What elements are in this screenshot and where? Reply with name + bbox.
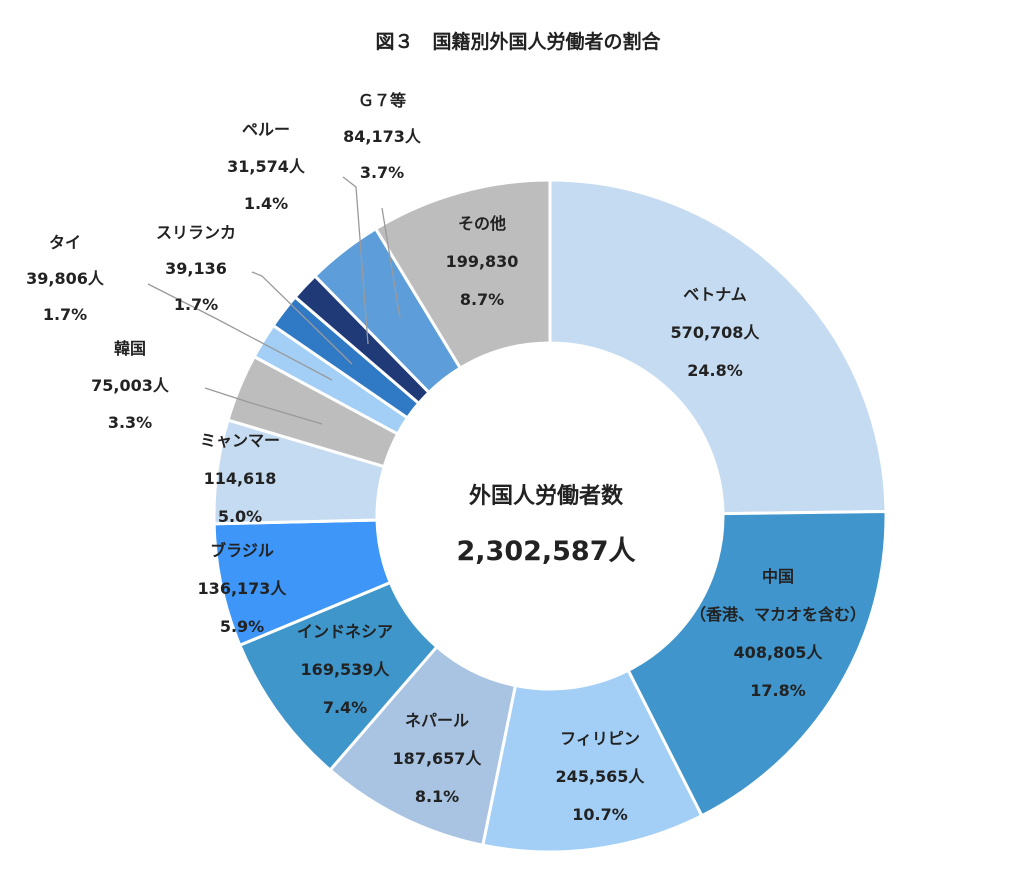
slice-label-12: その他 199,830 8.7% xyxy=(446,214,519,309)
slice-label-11: Ｇ７等 84,173人 3.7% xyxy=(343,91,422,182)
slice-percent: 5.9% xyxy=(220,617,264,636)
leader-lines-group xyxy=(147,176,401,425)
slice-label-3: ネパール 187,657人 8.1% xyxy=(393,711,483,806)
slice-label-4: インドネシア 169,539人 7.4% xyxy=(297,622,393,717)
slice-12 xyxy=(373,178,552,371)
slice-1 xyxy=(626,509,888,818)
slice-label-1: 中国 （香港、マカオを含む） 408,805人 17.8% xyxy=(690,567,866,700)
slice-label-5: ブラジル 136,173人 5.9% xyxy=(198,541,288,636)
slice-value: 136,173人 xyxy=(198,579,288,598)
slice-value: 199,830 xyxy=(446,252,519,271)
slice-0 xyxy=(548,178,888,516)
slice-name: ペルー xyxy=(242,120,290,139)
slice-label-8: タイ 39,806人 1.7% xyxy=(26,233,105,324)
slice-value: 114,618 xyxy=(204,469,277,488)
leader-line-9 xyxy=(251,271,353,365)
slice-percent: 1.7% xyxy=(174,295,218,314)
labels-group: ベトナム 570,708人 24.8% 中国 （香港、マカオを含む） 408,805人 17… xyxy=(26,91,866,824)
slice-value: 245,565人 xyxy=(556,767,646,786)
slice-label-0: ベトナム 570,708人 24.8% xyxy=(671,285,761,380)
slice-name: ブラジル xyxy=(210,541,274,560)
slice-name: ネパール xyxy=(405,711,469,730)
slice-name: インドネシア xyxy=(297,622,393,641)
slice-value: 187,657人 xyxy=(393,749,483,768)
slice-name: フィリピン xyxy=(560,729,640,748)
leader-line-7 xyxy=(204,387,323,425)
slice-percent: 17.8% xyxy=(750,681,806,700)
slice-percent: 1.7% xyxy=(43,305,87,324)
leader-line-11 xyxy=(381,207,401,319)
slice-subname: （香港、マカオを含む） xyxy=(690,605,866,624)
slice-percent: 1.4% xyxy=(244,194,288,213)
slice-percent: 24.8% xyxy=(687,361,743,380)
center-label: 外国人労働者数 xyxy=(469,483,624,509)
slice-name: ベトナム xyxy=(683,285,747,304)
slice-label-9: スリランカ 39,136 1.7% xyxy=(156,223,236,314)
slice-name: スリランカ xyxy=(156,223,236,242)
slice-name: ミャンマー xyxy=(200,431,280,450)
slice-value: 39,806人 xyxy=(26,269,105,288)
slice-percent: 3.3% xyxy=(108,413,152,432)
slice-label-6: ミャンマー 114,618 5.0% xyxy=(200,431,280,526)
slice-percent: 8.1% xyxy=(415,787,459,806)
slice-percent: 8.7% xyxy=(460,290,504,309)
slice-label-7: 韓国 75,003人 3.3% xyxy=(91,339,170,432)
slice-name: 中国 xyxy=(762,567,794,586)
slice-percent: 10.7% xyxy=(572,805,628,824)
slice-percent: 7.4% xyxy=(323,698,367,717)
slice-value: 39,136 xyxy=(165,259,227,278)
slice-name: Ｇ７等 xyxy=(358,91,406,110)
slice-value: 31,574人 xyxy=(227,157,306,176)
chart-title: 図３ 国籍別外国人労働者の割合 xyxy=(375,30,661,53)
slice-percent: 3.7% xyxy=(360,163,404,182)
slices-group xyxy=(212,178,888,854)
slice-value: 408,805人 xyxy=(734,643,824,662)
slice-value: 75,003人 xyxy=(91,376,170,395)
slice-name: 韓国 xyxy=(114,339,146,358)
slice-label-10: ペルー 31,574人 1.4% xyxy=(227,120,306,213)
slice-name: タイ xyxy=(49,233,81,252)
slice-value: 570,708人 xyxy=(671,323,761,342)
center-value: 2,302,587人 xyxy=(456,536,635,567)
slice-value: 84,173人 xyxy=(343,127,422,146)
slice-label-2: フィリピン 245,565人 10.7% xyxy=(556,729,646,824)
slice-value: 169,539人 xyxy=(301,660,391,679)
slice-percent: 5.0% xyxy=(218,507,262,526)
leader-line-10 xyxy=(342,176,369,345)
slice-name: その他 xyxy=(458,214,506,233)
leader-line-8 xyxy=(147,283,333,381)
